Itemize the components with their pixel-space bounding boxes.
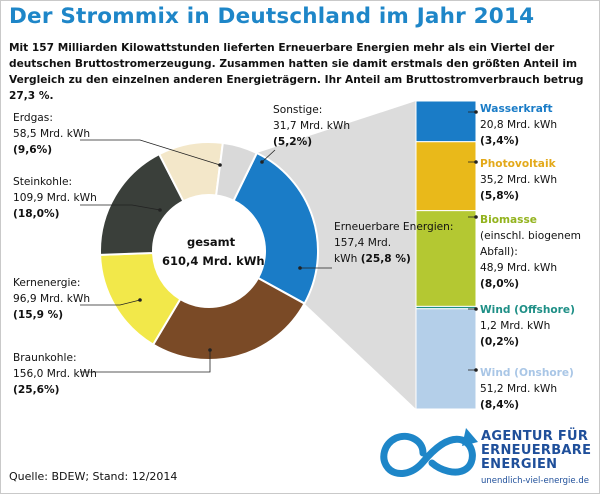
bar-label-wasserkraft: Wasserkraft 20,8 Mrd. kWh (3,4%) xyxy=(480,101,557,149)
bar-segment-photovoltaik xyxy=(415,141,477,212)
pie-label-kernenergie: Kernenergie: 96,9 Mrd. kWh (15,9 %) xyxy=(13,275,90,323)
source-note: Quelle: BDEW; Stand: 12/2014 xyxy=(9,470,178,483)
pie-label-percent: (15,9 %) xyxy=(13,309,64,321)
pie-label-name: Sonstige: xyxy=(273,104,323,116)
donut-center-label-total: gesamt xyxy=(187,235,236,249)
connector-band xyxy=(256,101,416,409)
subtitle: Mit 157 Milliarden Kilowattstunden liefe… xyxy=(9,42,584,102)
infinity-logo-icon xyxy=(380,428,478,477)
donut-slice-sonstige xyxy=(215,141,259,203)
leader-line xyxy=(261,149,276,163)
leader-line xyxy=(80,204,161,211)
pie-label-sonstige: Sonstige: 31,7 Mrd. kWh (5,2%) xyxy=(273,102,350,150)
stacked-bar-renewables xyxy=(415,100,477,410)
donut-slice-braunkohle xyxy=(151,276,306,361)
bar-label-value: 35,2 Mrd. kWh xyxy=(480,174,558,186)
bar-label-wind-offshore: Wind (Offshore) 1,2 Mrd. kWh (0,2%) xyxy=(480,302,575,350)
leader-dot xyxy=(218,163,222,167)
bar-label-value: 1,2 Mrd. kWh xyxy=(480,320,551,332)
bar-label-percent: (8,0%) xyxy=(480,278,520,290)
pie-label-name: Erneuerbare Energien: xyxy=(334,221,454,233)
pie-label-value: 109,9 Mrd. kWh xyxy=(13,192,97,204)
agency-url: unendlich-viel-energie.de xyxy=(481,476,589,486)
bar-label-percent: (3,4%) xyxy=(480,135,520,147)
donut-chart xyxy=(99,141,319,361)
pie-label-erdgas: Erdgas: 58,5 Mrd. kWh (9,6%) xyxy=(13,110,90,158)
bar-label-percent: (0,2%) xyxy=(480,336,520,348)
leader-dot xyxy=(474,368,478,372)
agency-line-1: AGENTUR FÜR xyxy=(481,429,589,444)
bar-label-name: Wind (Offshore) xyxy=(480,304,575,316)
leader-line xyxy=(80,299,141,306)
bar-label-sublabel: (einschl. biogenem xyxy=(480,230,581,242)
pie-label-value: 156,0 Mrd. kWh xyxy=(13,368,97,380)
pie-label-name: Kernenergie: xyxy=(13,277,81,289)
pie-label-percent: kWh (25,8 %) xyxy=(334,251,453,267)
bar-label-name: Photovoltaik xyxy=(480,158,556,170)
pie-label-percent: (18,0%) xyxy=(13,208,60,220)
pie-label-braunkohle: Braunkohle: 156,0 Mrd. kWh (25,6%) xyxy=(13,350,97,398)
leader-line xyxy=(80,350,211,373)
leader-dot xyxy=(208,348,212,352)
bar-label-value: 51,2 Mrd. kWh xyxy=(480,383,558,395)
pie-label-unit: kWh xyxy=(334,253,358,265)
leader-dot xyxy=(158,208,162,212)
leader-dot xyxy=(474,110,478,114)
pie-label-value: 96,9 Mrd. kWh xyxy=(13,293,91,305)
bar-label-biomasse: Biomasse (einschl. biogenem Abfall): 48,… xyxy=(480,212,581,292)
connector-band-shape xyxy=(256,101,416,409)
pie-label-percent: (25,6%) xyxy=(13,384,60,396)
pie-label-value: 58,5 Mrd. kWh xyxy=(13,128,91,140)
pie-label-name: Braunkohle: xyxy=(13,352,77,364)
pie-label-percent: (5,2%) xyxy=(273,136,313,148)
leader-dot xyxy=(298,266,302,270)
page-title: Der Strommix in Deutschland im Jahr 2014 xyxy=(9,4,535,29)
pie-label-percent: (9,6%) xyxy=(13,144,53,156)
bar-segment-biomasse xyxy=(415,210,477,307)
pie-label-steinkohle: Steinkohle: 109,9 Mrd. kWh (18,0%) xyxy=(13,174,97,222)
bar-label-photovoltaik: Photovoltaik 35,2 Mrd. kWh (5,8%) xyxy=(480,156,557,204)
bar-label-name: Biomasse xyxy=(480,214,537,226)
pie-label-name: Erdgas: xyxy=(13,112,53,124)
bar-segment-wasserkraft xyxy=(415,100,477,143)
pie-label-erneuerbare: Erneuerbare Energien: 157,4 Mrd. kWh (25… xyxy=(334,219,453,267)
pie-label-value: 31,7 Mrd. kWh xyxy=(273,120,351,132)
pie-label-name: Steinkohle: xyxy=(13,176,73,188)
bar-label-value: 20,8 Mrd. kWh xyxy=(480,119,558,131)
bar-label-wind-onshore: Wind (Onshore) 51,2 Mrd. kWh (8,4%) xyxy=(480,365,574,413)
leader-dot xyxy=(260,160,264,164)
leader-dot xyxy=(474,307,478,311)
agency-line-3: ENERGIEN xyxy=(481,457,558,472)
bar-segment-wind-onshore xyxy=(415,308,477,410)
donut-center-label-value: 610,4 Mrd. kWh xyxy=(162,254,265,268)
agency-line-2: ERNEUERBARE xyxy=(481,443,592,458)
infinity-logo-arrow xyxy=(462,428,478,446)
agency-logo-text: AGENTUR FÜR ERNEUERBARE ENERGIEN xyxy=(481,430,591,472)
leader-line xyxy=(80,139,221,166)
leader-dot xyxy=(474,215,478,219)
bar-label-sublabel: Abfall): xyxy=(480,246,518,258)
bar-label-name: Wasserkraft xyxy=(480,103,553,115)
pie-label-percent-value: (25,8 %) xyxy=(360,253,411,265)
donut-slice-erneuerbare-energien xyxy=(232,151,319,305)
infinity-logo-stroke xyxy=(380,432,476,477)
leader-dot xyxy=(474,160,478,164)
leader-dot xyxy=(138,298,142,302)
pie-label-value: 157,4 Mrd. xyxy=(334,237,392,249)
bar-label-percent: (8,4%) xyxy=(480,399,520,411)
bar-label-value: 48,9 Mrd. kWh xyxy=(480,262,558,274)
bar-label-percent: (5,8%) xyxy=(480,190,520,202)
leader-lines xyxy=(80,110,478,373)
bar-label-name: Wind (Onshore) xyxy=(480,367,574,379)
